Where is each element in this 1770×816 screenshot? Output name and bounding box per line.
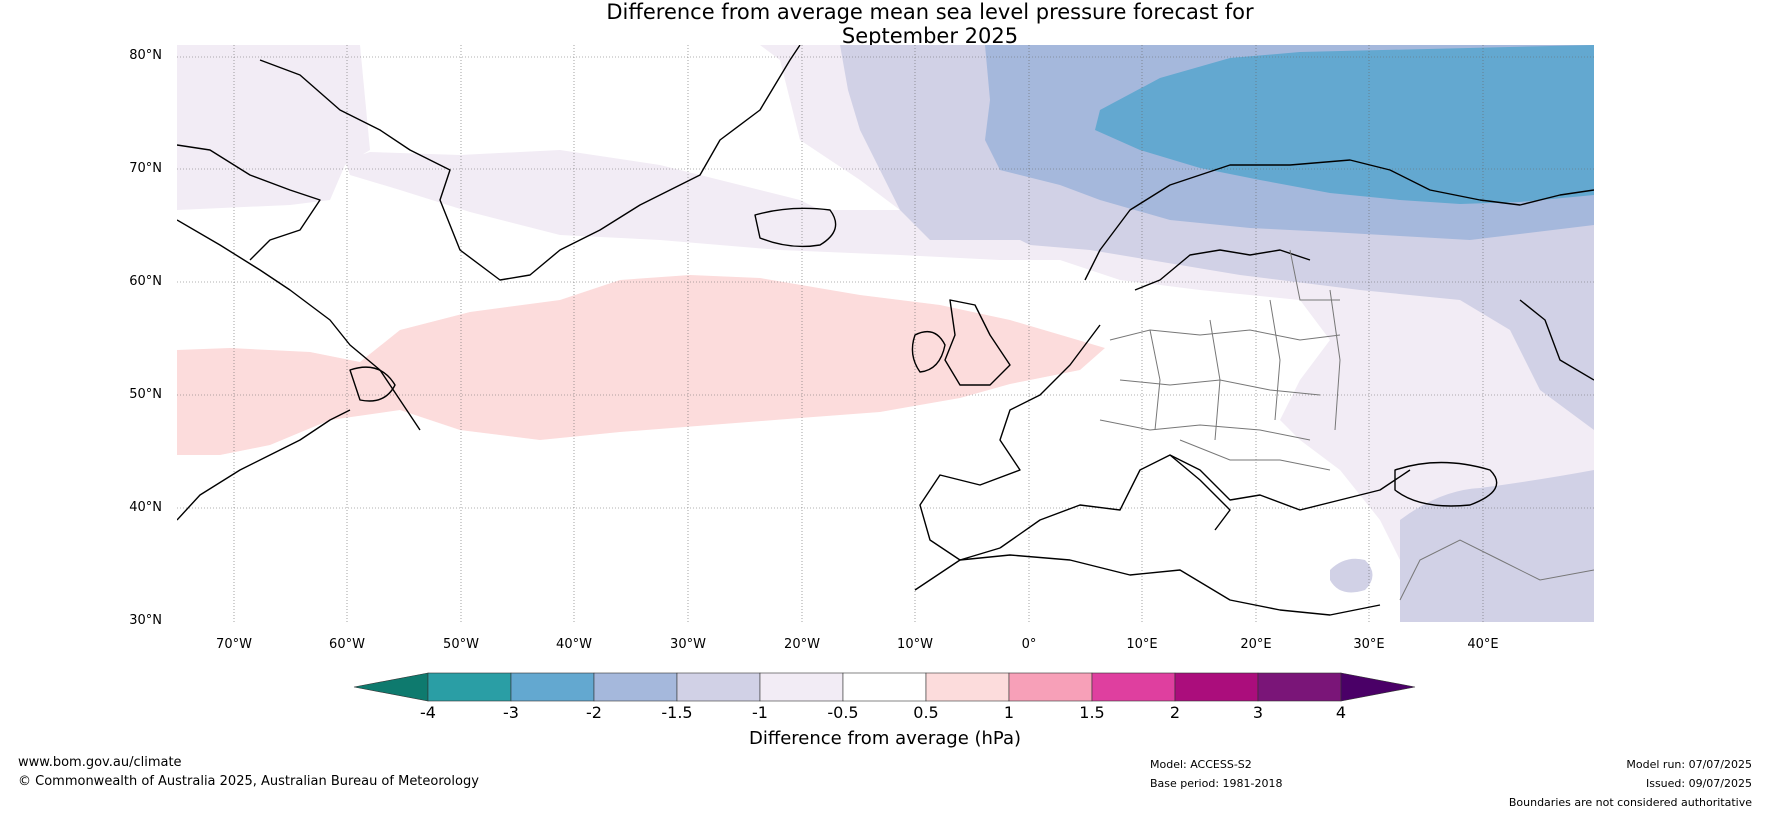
lat-label-30n: 30°N [129, 613, 162, 628]
lon-label-50w: 50°W [443, 637, 479, 652]
colorbar-tick: 1 [1003, 703, 1015, 722]
colorbar-tick: -3 [503, 703, 519, 722]
colorbar-tick: -1.5 [661, 703, 693, 722]
colorbar-extend-low [353, 672, 429, 702]
footer-issued: Issued: 09/07/2025 [1645, 777, 1752, 790]
colorbar-segment [510, 672, 595, 702]
colorbar-tick: 2 [1169, 703, 1181, 722]
lat-label-80n: 80°N [129, 48, 162, 63]
colorbar-segment [593, 672, 678, 702]
lon-label-10w: 10°W [897, 637, 933, 652]
coast-baffin [177, 144, 321, 261]
coast-britain [944, 299, 1011, 386]
region-arctic-core [1095, 45, 1594, 204]
colorbar-tick: -1 [752, 703, 768, 722]
coast-newfoundland [349, 366, 396, 402]
region-negative-band-crete [1330, 558, 1373, 593]
coast-north-africa [914, 554, 1381, 616]
colorbar-tick: -0.5 [827, 703, 859, 722]
colorbar-extend-high [1340, 672, 1416, 702]
coast-italy [1169, 454, 1231, 531]
coast-mediterranean [999, 454, 1411, 549]
region-atlantic-positive [177, 275, 1105, 455]
colorbar-tick: 0.5 [913, 703, 939, 722]
coast-ireland [911, 331, 946, 373]
lat-label-50n: 50°N [129, 387, 162, 402]
coast-scandinavia [1084, 159, 1594, 281]
title-line-2: September 2025 [841, 24, 1019, 48]
footer-disclaimer: Boundaries are not considered authoritat… [1508, 796, 1752, 809]
footer-copyright: © Commonwealth of Australia 2025, Austra… [18, 774, 479, 789]
colorbar-tick: -4 [420, 703, 436, 722]
colorbar-label: Difference from average (hPa) [748, 728, 1022, 749]
colorbar-segment [925, 672, 1010, 702]
coast-black-sea [1394, 461, 1498, 507]
colorbar-tick: 4 [1335, 703, 1347, 722]
title-line-1: Difference from average mean sea level p… [606, 0, 1254, 24]
colorbar-segment [1257, 672, 1342, 702]
coast-greenland [259, 45, 801, 281]
coast-iceland [754, 207, 837, 248]
lon-label-20w: 20°W [784, 637, 820, 652]
colorbar-segments [353, 672, 1416, 702]
lon-label-40w: 40°W [556, 637, 592, 652]
lat-label-40n: 40°N [129, 500, 162, 515]
footer-url[interactable]: www.bom.gov.au/climate [18, 755, 182, 770]
coast-labrador [177, 219, 421, 431]
colorbar-segment [842, 672, 927, 702]
lon-label-30w: 30°W [670, 637, 706, 652]
lon-label-60w: 60°W [329, 637, 365, 652]
coast-east [1519, 299, 1594, 381]
colorbar-segment [1091, 672, 1176, 702]
colorbar-segment [676, 672, 761, 702]
colorbar-tick: 1.5 [1079, 703, 1105, 722]
colorbar-segment [1008, 672, 1093, 702]
lon-label-20e: 20°E [1240, 637, 1272, 652]
lon-label-0: 0° [1021, 637, 1037, 652]
coast-baltic [1134, 249, 1311, 291]
footer-model: Model: ACCESS-S2 [1150, 758, 1252, 771]
footer-base-period: Base period: 1981-2018 [1150, 777, 1283, 790]
lat-label-60n: 60°N [129, 274, 162, 289]
colorbar-segment [759, 672, 844, 702]
colorbar-segment [1174, 672, 1259, 702]
lat-label-70n: 70°N [129, 161, 162, 176]
colorbar-segment [427, 672, 512, 702]
lon-label-70w: 70°W [216, 637, 252, 652]
graticule [177, 45, 1594, 622]
coast-western-europe [919, 324, 1101, 561]
lon-label-40e: 40°E [1467, 637, 1499, 652]
coastlines [177, 45, 1594, 616]
coast-north-america [177, 409, 351, 521]
colorbar-tick: -2 [586, 703, 602, 722]
colorbar-tick: 3 [1252, 703, 1264, 722]
country-borders [1099, 249, 1594, 601]
lon-label-10e: 10°E [1126, 637, 1158, 652]
lon-label-30e: 30°E [1353, 637, 1385, 652]
footer-model-run: Model run: 07/07/2025 [1626, 758, 1752, 771]
map-title: Difference from average mean sea level p… [410, 0, 1450, 48]
